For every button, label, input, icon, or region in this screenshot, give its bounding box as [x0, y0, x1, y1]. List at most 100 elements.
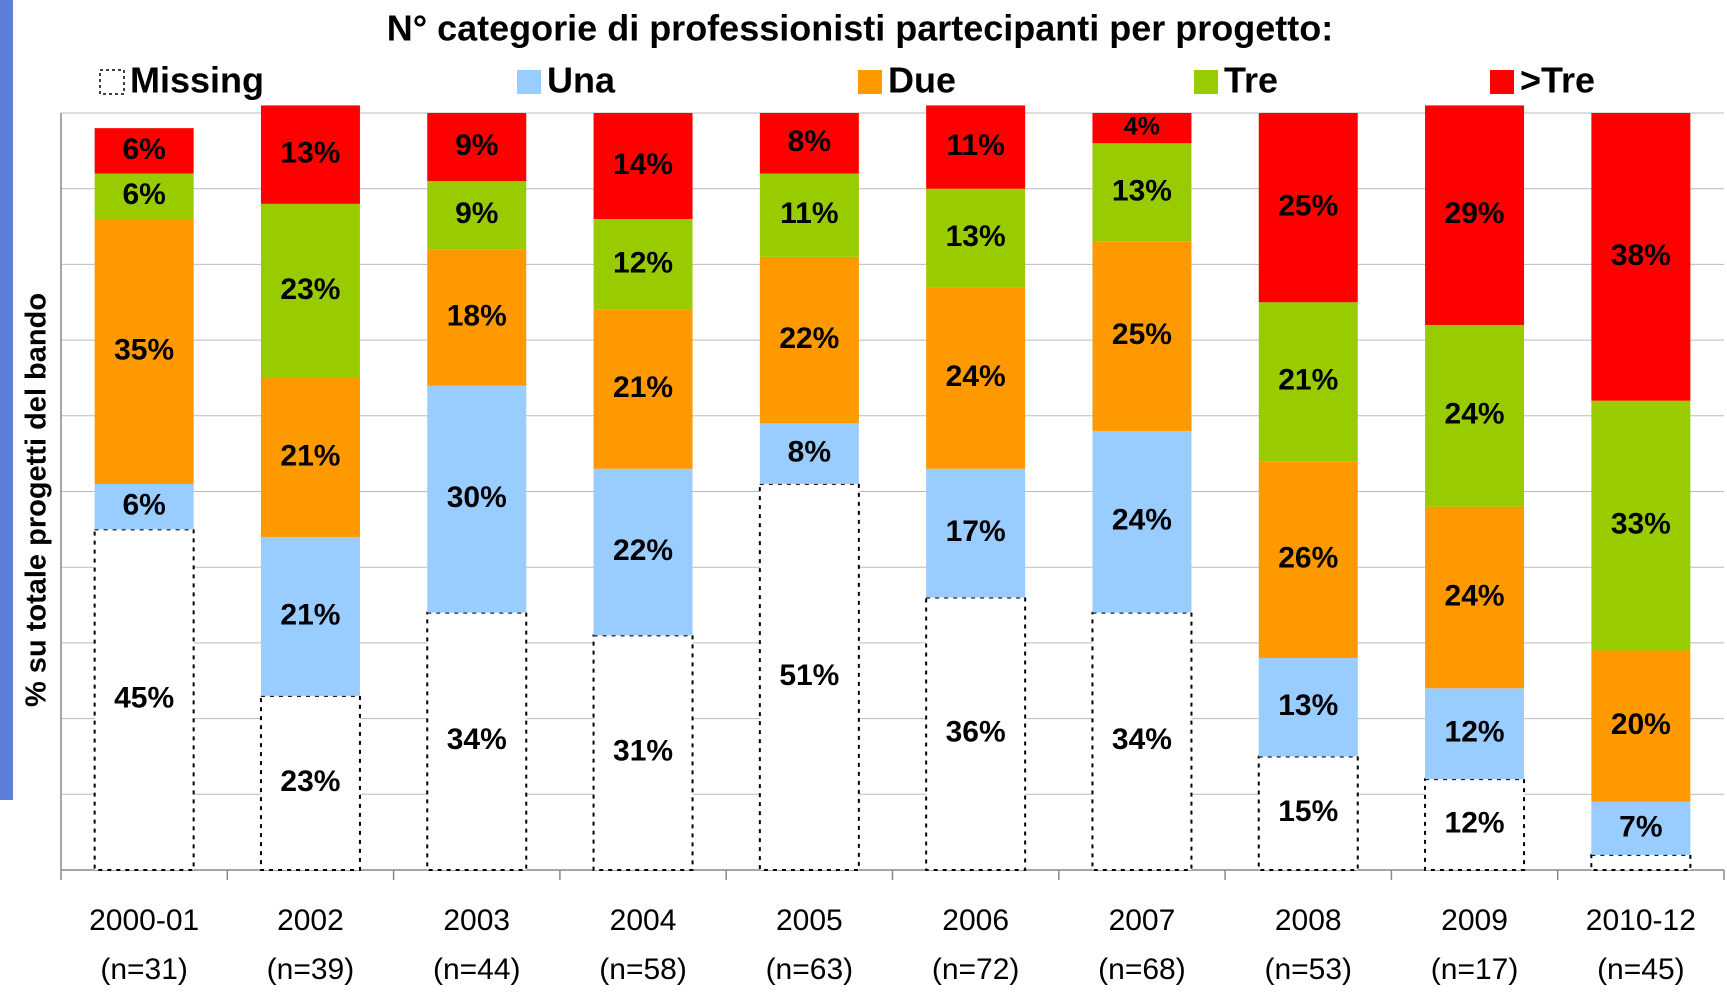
bar-segment — [759, 423, 859, 484]
data-label: 51% — [779, 659, 839, 692]
bar-segment — [94, 218, 194, 484]
data-label: 24% — [946, 360, 1006, 393]
x-tick-label: 2008 — [1275, 904, 1342, 937]
x-tick-label: 2000-01 — [89, 904, 199, 937]
data-label: 36% — [946, 716, 1006, 749]
x-tick-note: (n=45) — [1597, 953, 1685, 986]
x-tick-label: 2009 — [1441, 904, 1508, 937]
data-label: 6% — [122, 178, 165, 211]
data-label: 21% — [613, 371, 673, 404]
bar-segment — [1590, 853, 1692, 871]
legend-swatch — [517, 70, 541, 94]
bar-segment — [926, 188, 1026, 288]
x-tick-note: (n=68) — [1098, 953, 1186, 986]
data-label: 34% — [447, 723, 507, 756]
bar-segment — [593, 309, 693, 469]
x-tick-label: 2003 — [443, 904, 510, 937]
bar-segment — [1092, 143, 1192, 242]
data-label: 12% — [1445, 807, 1505, 840]
bar-segment — [260, 536, 360, 696]
bar-segment — [1425, 105, 1525, 325]
legend-label: Tre — [1224, 60, 1278, 101]
legend-swatch — [858, 70, 882, 94]
x-tick-label: 2002 — [277, 904, 344, 937]
bar-segment — [759, 256, 859, 424]
x-tick-label: 2004 — [610, 904, 677, 937]
x-tick-note: (n=44) — [433, 953, 521, 986]
data-label: 38% — [1611, 239, 1671, 272]
bar-segment — [926, 105, 1026, 189]
bar-segment — [427, 249, 527, 386]
bar-segment — [427, 181, 527, 250]
data-label: 13% — [280, 137, 340, 170]
legend-swatch — [1490, 70, 1514, 94]
data-label: 30% — [447, 481, 507, 514]
chart-title: N° categorie di professionisti partecipa… — [387, 8, 1334, 49]
data-label: 24% — [1112, 504, 1172, 537]
data-label: 17% — [946, 515, 1006, 548]
data-label: 7% — [1619, 810, 1662, 843]
bar-segment — [592, 634, 694, 872]
bar-segment — [1092, 241, 1192, 431]
bar-segment — [1591, 400, 1691, 651]
data-label: 33% — [1611, 507, 1671, 540]
data-label: 14% — [613, 148, 673, 181]
x-tick-note: (n=39) — [267, 953, 355, 986]
data-label: 24% — [1445, 579, 1505, 612]
data-label: 12% — [1445, 716, 1505, 749]
bar-segment — [1092, 113, 1192, 144]
data-label: 12% — [613, 246, 673, 279]
x-tick-note: (n=63) — [766, 953, 854, 986]
bar-segment — [1591, 801, 1691, 855]
bar-segment — [260, 105, 360, 204]
data-label: 26% — [1278, 542, 1338, 575]
bar-segment — [259, 694, 361, 872]
bar-segment — [260, 377, 360, 537]
data-label: 20% — [1611, 708, 1671, 741]
bar-segment — [94, 173, 194, 219]
bar-segment — [925, 596, 1027, 871]
bar-segment — [1591, 113, 1691, 401]
bar-segment — [1425, 506, 1525, 689]
data-label: 9% — [455, 197, 498, 230]
x-tick-label: 2007 — [1109, 904, 1176, 937]
x-tick-label: 2005 — [776, 904, 843, 937]
data-label: 25% — [1112, 318, 1172, 351]
legend-swatch — [99, 69, 125, 95]
x-tick-note: (n=17) — [1431, 953, 1519, 986]
legend-label: Missing — [130, 60, 264, 101]
data-label: 24% — [1445, 398, 1505, 431]
bar-segment — [1258, 302, 1358, 462]
data-label: 29% — [1445, 197, 1505, 230]
data-label: 21% — [1278, 364, 1338, 397]
legend-label: Due — [888, 60, 956, 101]
bar-segment — [427, 385, 527, 613]
bar-segment — [94, 483, 194, 530]
data-label: 22% — [613, 534, 673, 567]
data-label: 11% — [946, 129, 1004, 162]
legend-label: Una — [547, 60, 616, 101]
bar-segment — [1092, 430, 1192, 613]
x-tick-label: 2006 — [942, 904, 1009, 937]
legend-swatch — [1194, 70, 1218, 94]
x-tick-note: (n=72) — [932, 953, 1020, 986]
bar-segment — [758, 482, 860, 871]
data-label: 13% — [946, 220, 1006, 253]
side-strip — [0, 0, 13, 800]
x-tick-label: 2010-12 — [1586, 904, 1696, 937]
data-label: 6% — [122, 133, 165, 166]
x-tick-note: (n=58) — [599, 953, 687, 986]
bar-segment — [426, 611, 528, 871]
data-label: 23% — [280, 273, 340, 306]
data-label: 31% — [613, 735, 673, 768]
bar-segment — [1591, 650, 1691, 802]
data-label: 21% — [280, 439, 340, 472]
data-label: 45% — [114, 682, 174, 715]
bar-segment — [1258, 113, 1358, 303]
bar-segment — [93, 528, 195, 871]
bar-segment — [759, 113, 859, 174]
data-label: 8% — [788, 125, 831, 158]
bar-segment — [593, 218, 693, 310]
legend-label: >Tre — [1520, 60, 1595, 101]
